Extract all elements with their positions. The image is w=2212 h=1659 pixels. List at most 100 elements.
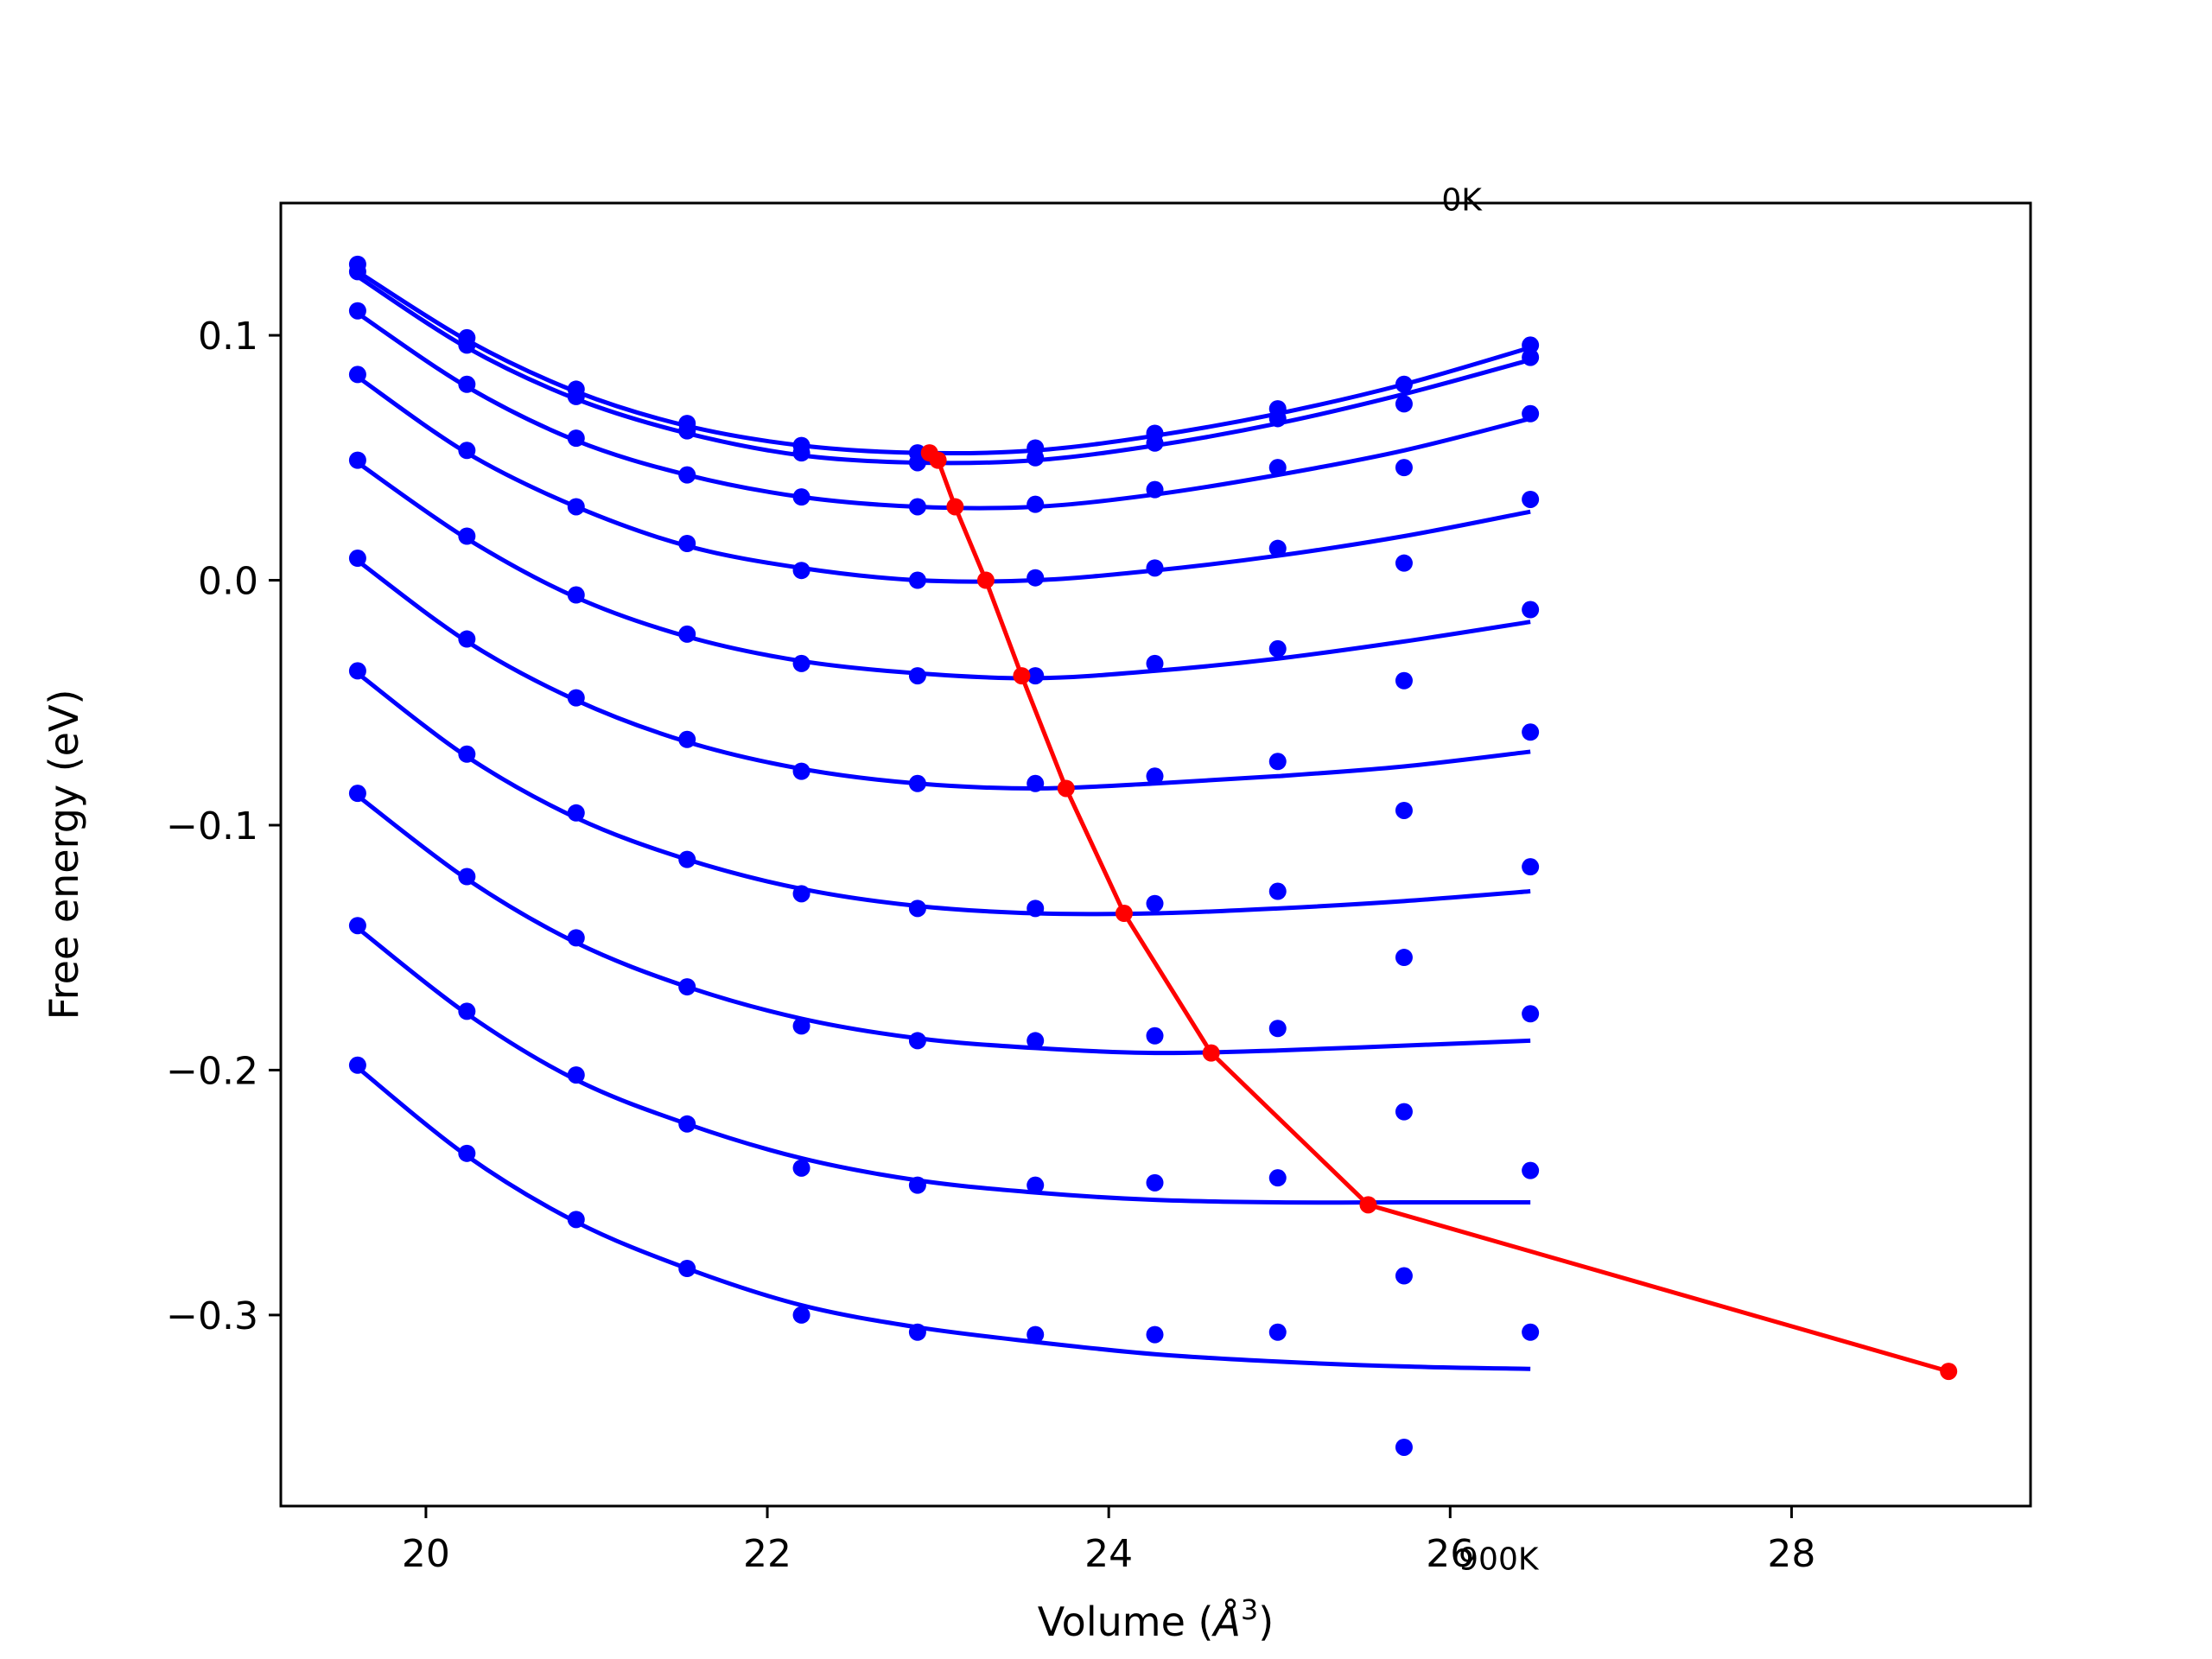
fit-curve [356, 926, 1531, 1205]
minimum-point [1013, 667, 1031, 685]
data-point [458, 336, 476, 354]
data-point [348, 263, 366, 281]
data-point [1522, 348, 1540, 366]
data-point [1395, 395, 1413, 413]
data-point [458, 868, 476, 886]
data-point [908, 1323, 926, 1341]
data-point [1395, 1267, 1413, 1285]
data-point [567, 929, 585, 947]
data-point [792, 1159, 810, 1177]
data-point [1146, 894, 1164, 912]
data-point [567, 429, 585, 448]
data-point [1395, 554, 1413, 572]
data-point [908, 1176, 926, 1194]
data-point [348, 365, 366, 384]
data-point [1027, 899, 1045, 918]
data-point [678, 422, 696, 440]
data-point [1027, 569, 1045, 587]
data-point [348, 1056, 366, 1074]
data-point [1522, 1005, 1540, 1023]
data-point [1027, 448, 1045, 467]
data-point [1027, 495, 1045, 513]
x-tick-label: 24 [1084, 1532, 1133, 1576]
data-point [908, 667, 926, 685]
data-point [1027, 667, 1045, 685]
data-point [1268, 539, 1287, 557]
data-point [1522, 1161, 1540, 1179]
data-point [1027, 1176, 1045, 1194]
data-point [1395, 1438, 1413, 1456]
data-point [458, 630, 476, 648]
data-point [908, 498, 926, 516]
data-point [567, 1211, 585, 1229]
fit-curve [356, 671, 1531, 917]
data-point [348, 451, 366, 469]
data-point [1395, 1103, 1413, 1121]
minimum-point [946, 498, 964, 516]
data-point [908, 899, 926, 918]
data-point [678, 1115, 696, 1133]
data-point [1522, 1323, 1540, 1341]
data-point [1027, 1325, 1045, 1344]
annotation-900k: 900K [1459, 1542, 1540, 1578]
fit-curve [356, 274, 1531, 466]
data-point [678, 1260, 696, 1278]
data-point [567, 804, 585, 822]
data-point [1268, 753, 1287, 771]
data-point [1268, 410, 1287, 428]
data-point [1268, 1020, 1287, 1038]
data-point [1395, 949, 1413, 967]
data-point [1522, 404, 1540, 423]
fit-curve [356, 270, 1531, 456]
x-axis-ticks: 20 22 24 26 28 [402, 1506, 1815, 1576]
data-point [678, 850, 696, 868]
data-point [1268, 1169, 1287, 1187]
data-point [1146, 480, 1164, 499]
x-axis-label: Volume (Å3) [1038, 1593, 1274, 1645]
data-point [567, 387, 585, 405]
data-point [458, 745, 476, 763]
data-point [1146, 1173, 1164, 1192]
minimum-energy-curve [920, 444, 1958, 1381]
data-point [1395, 375, 1413, 393]
data-point [1522, 490, 1540, 508]
y-tick-label: −0.2 [166, 1049, 258, 1093]
data-point [792, 488, 810, 506]
data-point [567, 498, 585, 516]
data-point [792, 885, 810, 903]
data-point [1522, 858, 1540, 876]
minimum-point [1057, 779, 1075, 798]
y-tick-label: 0.1 [198, 315, 258, 359]
data-point [792, 444, 810, 462]
data-point [678, 625, 696, 643]
y-axis-label: Free energy (eV) [41, 690, 87, 1020]
data-point [458, 527, 476, 545]
data-point [348, 302, 366, 320]
data-point [348, 550, 366, 568]
data-point [792, 1306, 810, 1324]
data-point [567, 689, 585, 707]
data-point [1268, 639, 1287, 658]
minimum-point [976, 571, 995, 589]
data-point [908, 571, 926, 589]
data-point [1146, 654, 1164, 672]
data-point [1027, 1032, 1045, 1050]
data-point [1522, 336, 1540, 354]
data-point [567, 586, 585, 604]
fit-curve [356, 1065, 1531, 1371]
minimum-point [929, 451, 947, 469]
data-point [1395, 801, 1413, 819]
data-point [458, 1002, 476, 1020]
data-point [1395, 671, 1413, 690]
minimum-point [1202, 1044, 1220, 1062]
data-points [348, 255, 1540, 1456]
minimum-point [1940, 1363, 1958, 1381]
data-point [792, 762, 810, 780]
x-tick-label: 22 [743, 1532, 791, 1576]
data-point [678, 466, 696, 484]
data-point [567, 1066, 585, 1084]
data-point [792, 562, 810, 580]
data-point [792, 654, 810, 672]
data-point [1146, 767, 1164, 785]
data-point [1146, 1027, 1164, 1045]
